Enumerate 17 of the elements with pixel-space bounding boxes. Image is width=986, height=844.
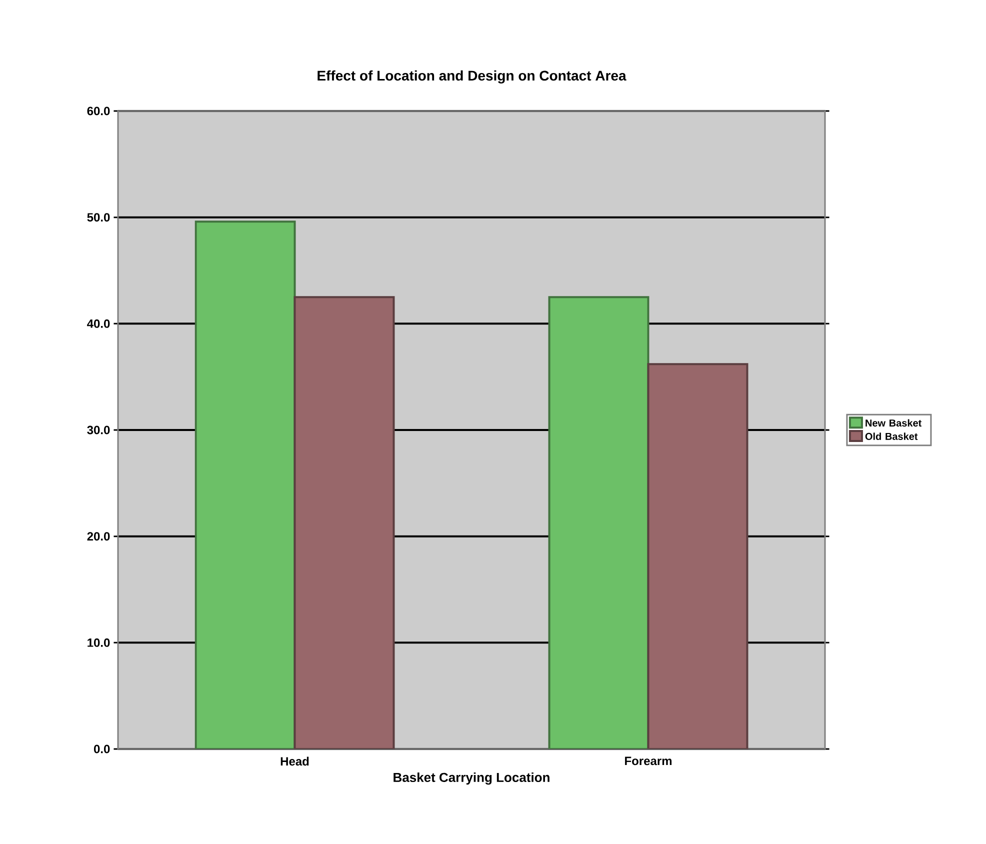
legend-label: New Basket bbox=[866, 419, 922, 427]
y-tick-label: 20.0 bbox=[87, 532, 110, 541]
chart-title: Effect of Location and Design on Contact Area bbox=[318, 70, 626, 84]
bar bbox=[194, 220, 296, 749]
legend-label: Old Basket bbox=[865, 432, 918, 440]
y-tick-label: 50.0 bbox=[87, 213, 110, 222]
y-tick-label: 30.0 bbox=[87, 426, 110, 434]
y-tick-label: 10.0 bbox=[88, 638, 110, 647]
x-axis-title: Basket Carrying Location bbox=[394, 772, 550, 785]
bar bbox=[548, 296, 650, 749]
bar bbox=[294, 296, 395, 749]
y-tick-label: 60.0 bbox=[87, 106, 110, 116]
x-tick-label: Forearm bbox=[625, 756, 672, 766]
y-tick-label: 40.0 bbox=[87, 319, 110, 328]
y-tick-label: 0.0 bbox=[94, 744, 110, 754]
x-tick-label: Head bbox=[280, 756, 309, 766]
bar bbox=[647, 363, 748, 749]
